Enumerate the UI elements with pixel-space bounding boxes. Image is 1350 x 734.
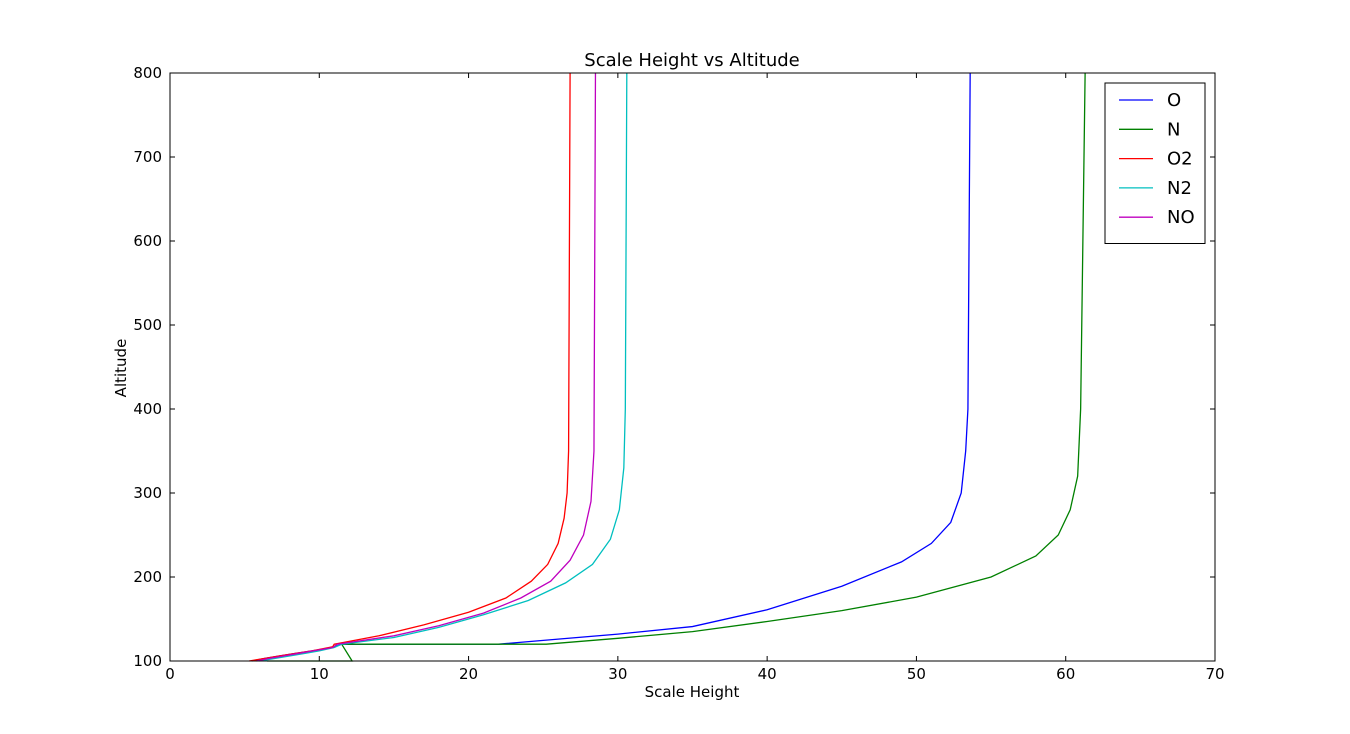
- legend-label: O: [1167, 90, 1181, 111]
- tick-layer: 0 10 20 30 40 50 60 70 100 200 300 400 500 600 700 800: [133, 64, 1224, 683]
- x-tick-label: 50: [907, 665, 926, 683]
- plot-frame: [169, 72, 1216, 662]
- legend-label: N2: [1167, 178, 1192, 199]
- y-tick-label: 100: [133, 652, 162, 670]
- series-layer: [249, 72, 1086, 662]
- series-line-o: [251, 72, 971, 662]
- x-tick-label: 70: [1205, 665, 1224, 683]
- y-tick-label: 200: [133, 568, 162, 586]
- x-tick-label: 10: [310, 665, 329, 683]
- series-line-no: [256, 72, 597, 662]
- legend: ON O2 N2 NO: [1104, 82, 1206, 244]
- legend-label: N: [1167, 119, 1180, 140]
- y-tick-label: 400: [133, 400, 162, 418]
- series-line-n2: [259, 72, 628, 662]
- x-tick-label: 20: [459, 665, 478, 683]
- x-tick-label: 40: [758, 665, 777, 683]
- y-tick-label: 700: [133, 148, 162, 166]
- x-axis-title: Scale Height: [645, 683, 740, 701]
- chart-title: Scale Height vs Altitude: [584, 50, 799, 71]
- y-tick-label: 600: [133, 232, 162, 250]
- x-tick-label: 30: [608, 665, 627, 683]
- y-tick-label: 300: [133, 484, 162, 502]
- x-tick-label: 0: [165, 665, 175, 683]
- series-line-n: [267, 72, 1086, 662]
- x-tick-label: 60: [1056, 665, 1075, 683]
- y-tick-label: 800: [133, 64, 162, 82]
- legend-label: NO: [1167, 207, 1195, 228]
- series-line-o2: [249, 72, 571, 662]
- legend-label: O2: [1167, 149, 1193, 170]
- y-axis-title: Altitude: [112, 339, 130, 398]
- y-tick-label: 500: [133, 316, 162, 334]
